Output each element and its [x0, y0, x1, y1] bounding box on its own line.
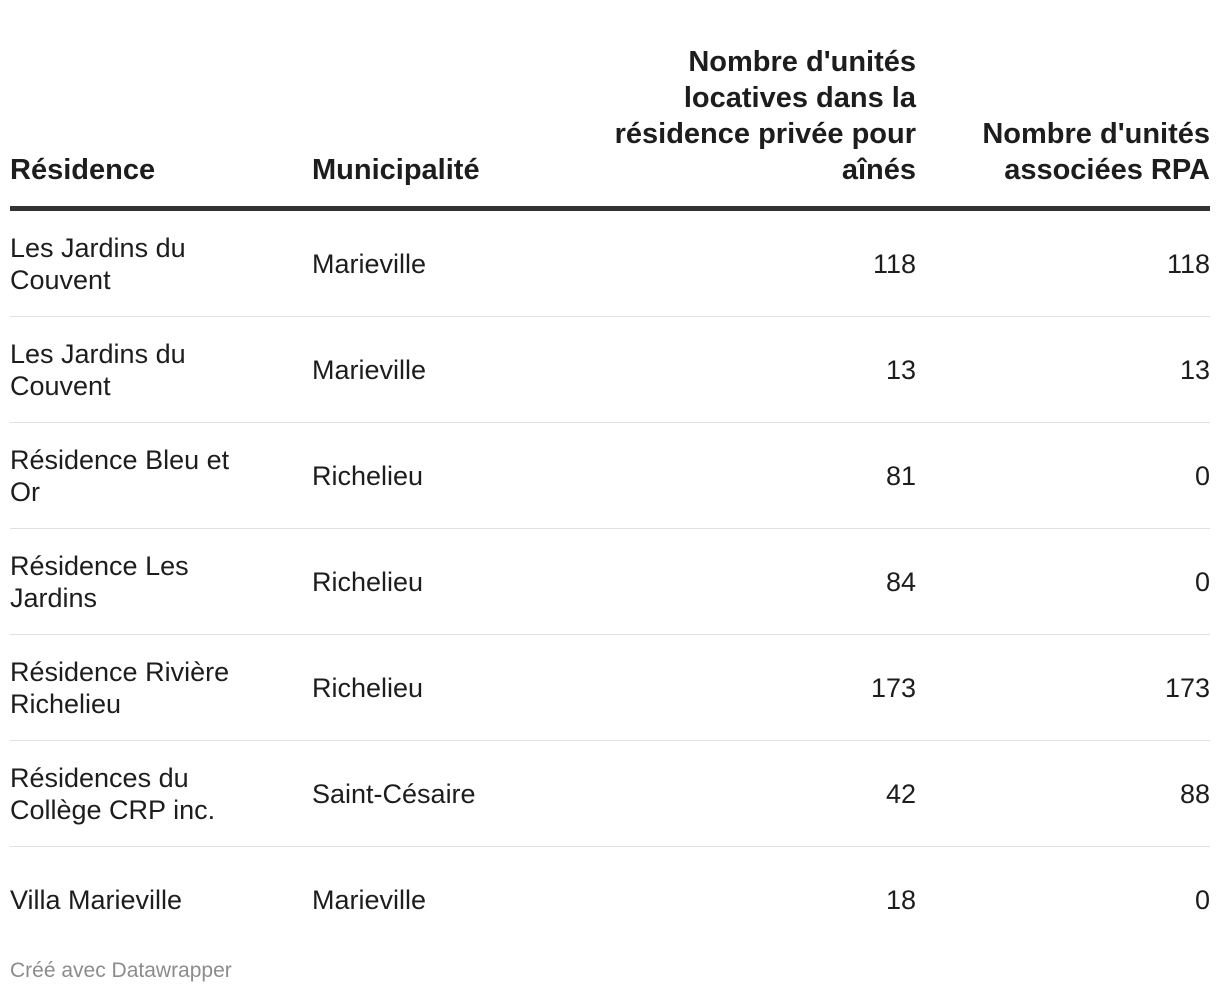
- table-row: Les Jardins du Couvent Marieville 13 13: [10, 316, 1210, 423]
- cell-municipalite: Richelieu: [312, 422, 614, 529]
- column-header-municipalite[interactable]: Municipalité: [312, 44, 614, 211]
- cell-residence: Résidence Les Jardins: [10, 528, 312, 635]
- residence-name: Résidence Rivière Richelieu: [10, 656, 230, 719]
- cell-residence: Les Jardins du Couvent: [10, 316, 312, 423]
- cell-unites-rpa: 0: [916, 422, 1210, 529]
- residence-name: Les Jardins du Couvent: [10, 338, 186, 401]
- cell-residence: Résidence Bleu et Or: [10, 422, 312, 529]
- cell-unites-locatives: 18: [885, 884, 916, 915]
- cell-unites-rpa: 118: [916, 208, 1210, 317]
- column-header-unites-rpa[interactable]: Nombre d'unités associées RPA: [916, 44, 1210, 211]
- cell-unites-locatives: 13: [614, 316, 916, 423]
- cell-residence: Les Jardins du Couvent: [10, 208, 312, 317]
- residence-name: Résidence Les Jardins: [10, 550, 189, 613]
- header-row: Résidence Municipalité Nombre d'unités l…: [10, 44, 1210, 211]
- table-header: Résidence Municipalité Nombre d'unités l…: [10, 44, 1210, 211]
- cell-unites-rpa: 0: [916, 528, 1210, 635]
- cell-municipalite: Marieville: [312, 884, 427, 915]
- cell-municipalite: Richelieu: [312, 634, 614, 741]
- residence-name: Les Jardins du Couvent: [10, 232, 186, 295]
- residence-name: Villa Marieville: [10, 884, 183, 915]
- cell-unites-locatives: 118: [614, 208, 916, 317]
- column-header-residence[interactable]: Résidence: [10, 44, 312, 211]
- table-row: Résidence Bleu et Or Richelieu 81 0: [10, 422, 1210, 529]
- cell-unites-rpa: 173: [916, 634, 1210, 741]
- residence-name: Résidences du Collège CRP inc.: [10, 762, 216, 825]
- cell-unites-rpa: 88: [916, 740, 1210, 847]
- table-row: Villa Marieville Marieville 18 0: [10, 847, 1210, 953]
- table-row: Résidence Les Jardins Richelieu 84 0: [10, 528, 1210, 635]
- cell-unites-locatives: 42: [614, 740, 916, 847]
- cell-unites-locatives: 81: [614, 422, 916, 529]
- cell-municipalite: Richelieu: [312, 528, 614, 635]
- cell-municipalite: Saint-Césaire: [312, 740, 614, 847]
- table-body: Les Jardins du Couvent Marieville 118 11…: [10, 208, 1210, 953]
- cell-unites-locatives: 84: [614, 528, 916, 635]
- cell-residence: Résidences du Collège CRP inc.: [10, 740, 312, 847]
- datawrapper-credit[interactable]: Créé avec Datawrapper: [10, 959, 232, 982]
- column-header-unites-locatives[interactable]: Nombre d'unités locatives dans la réside…: [614, 44, 916, 211]
- data-table: Résidence Municipalité Nombre d'unités l…: [10, 44, 1210, 953]
- table-row: Les Jardins du Couvent Marieville 118 11…: [10, 208, 1210, 317]
- table-row: Résidence Rivière Richelieu Richelieu 17…: [10, 634, 1210, 741]
- cell-municipalite: Marieville: [312, 208, 614, 317]
- cell-municipalite: Marieville: [312, 316, 614, 423]
- cell-unites-rpa: 0: [1194, 884, 1210, 915]
- cell-unites-locatives: 173: [614, 634, 916, 741]
- residence-name: Résidence Bleu et Or: [10, 444, 230, 507]
- cell-residence: Résidence Rivière Richelieu: [10, 634, 312, 741]
- table-row: Résidences du Collège CRP inc. Saint-Cés…: [10, 740, 1210, 847]
- cell-residence: Villa Marieville: [10, 847, 312, 953]
- cell-unites-rpa: 13: [916, 316, 1210, 423]
